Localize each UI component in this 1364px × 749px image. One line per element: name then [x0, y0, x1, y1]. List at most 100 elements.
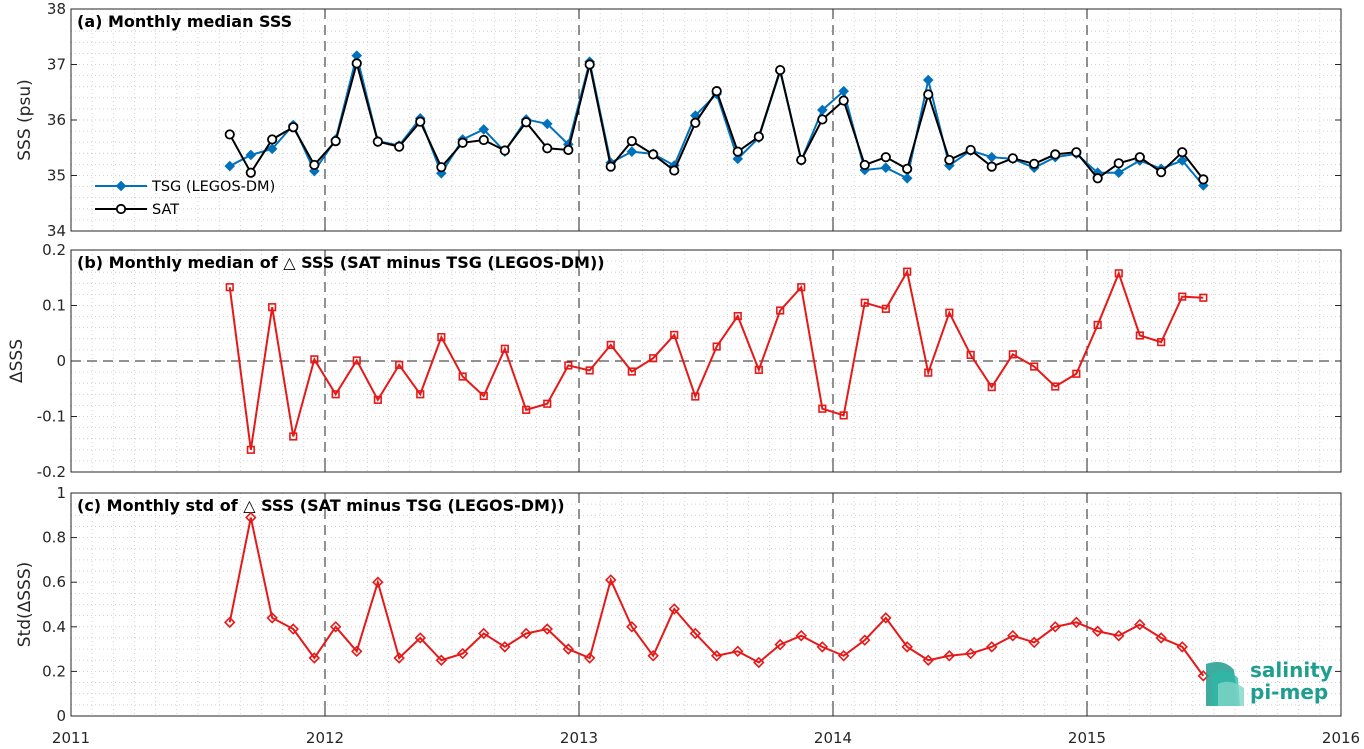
minor-grid [71, 493, 1341, 716]
series-line [228, 517, 1205, 677]
data-point [456, 647, 469, 660]
y-tick-label: 37 [47, 56, 66, 74]
x-tick-label: 2013 [560, 729, 598, 745]
data-point [1134, 152, 1145, 163]
data-point [1092, 173, 1103, 184]
data-point [352, 356, 361, 365]
data-point [1156, 167, 1167, 178]
y-tick-label: 0.2 [42, 241, 66, 259]
data-point [1135, 331, 1144, 340]
data-point [542, 143, 553, 154]
data-point [1071, 147, 1082, 158]
data-point [838, 95, 849, 106]
logo-text-salinity: salinity [1250, 658, 1333, 682]
x-tick-label: 2015 [1068, 729, 1106, 745]
data-point [414, 632, 426, 644]
data-point [668, 603, 680, 615]
data-point [924, 368, 933, 377]
data-point [289, 432, 298, 441]
data-point [816, 641, 829, 653]
data-point [224, 616, 236, 629]
legend-marker [115, 180, 127, 192]
data-point [753, 656, 765, 669]
y-tick-label: 38 [47, 0, 66, 18]
data-point [436, 162, 447, 173]
data-point [987, 382, 996, 392]
data-point [966, 350, 975, 359]
data-point [626, 621, 638, 633]
y-tick-label: 1 [56, 484, 66, 502]
minor-grid [71, 250, 1341, 472]
data-point [605, 161, 616, 172]
data-point [478, 124, 490, 135]
data-point [541, 623, 553, 635]
data-point [437, 333, 446, 342]
data-point [605, 574, 617, 586]
data-point [583, 652, 596, 664]
y-tick-label: 0.1 [42, 297, 66, 315]
data-point [372, 576, 384, 588]
data-point [479, 391, 488, 401]
data-point [395, 360, 404, 369]
data-point [965, 144, 976, 156]
data-point [372, 136, 383, 147]
data-point [1198, 174, 1209, 185]
data-point [733, 311, 742, 321]
data-point [986, 151, 998, 163]
data-point [626, 135, 637, 147]
data-point [689, 627, 702, 640]
data-point [309, 159, 320, 171]
panel-2: 0 0.2 0.4 0.6 0.8 1 Std(ΔSSS) (c) Monthly std o… [15, 484, 1342, 725]
data-point [522, 405, 531, 414]
data-point [520, 627, 532, 640]
data-point [308, 652, 321, 664]
salinity-pi-mep-logo: salinity pi-mep [1204, 656, 1333, 706]
data-point [1176, 641, 1188, 653]
y-tick-label: 0.6 [42, 573, 66, 591]
axes-box [70, 492, 1342, 717]
data-point [690, 117, 701, 128]
data-point [923, 89, 934, 100]
data-point [902, 163, 913, 174]
x-tick-label: 2012 [306, 729, 344, 745]
legend-entry: TSG (LEGOS-DM) [151, 179, 275, 195]
data-point [1049, 621, 1061, 633]
series-line [228, 268, 1204, 450]
data-point [521, 117, 532, 128]
data-point [901, 641, 913, 653]
data-point [670, 330, 679, 340]
panel-title: (a) Monthly median SSS [77, 12, 292, 31]
data-point [774, 638, 786, 651]
data-point [647, 650, 659, 662]
data-point [1198, 180, 1209, 191]
data-point [331, 390, 340, 399]
data-point [478, 627, 490, 640]
data-point [795, 629, 807, 642]
data-point [710, 650, 723, 662]
data-point [732, 645, 744, 658]
data-point [859, 159, 870, 171]
legend-entry: SAT [152, 202, 179, 218]
data-point [922, 74, 934, 86]
panel-1: -0.2 -0.1 0 0.1 0.2 ΔSSS (b) Monthly median of… [7, 241, 1342, 481]
y-tick-label: 0 [56, 707, 66, 725]
data-point [1199, 293, 1208, 302]
data-point [1029, 158, 1040, 169]
data-point [1113, 167, 1125, 179]
x-tick-label: 2014 [814, 729, 852, 745]
data-point [711, 86, 722, 97]
data-point [563, 144, 574, 156]
data-point [1072, 369, 1081, 378]
data-point [1093, 320, 1102, 330]
data-point [435, 654, 448, 666]
data-point [1070, 616, 1083, 629]
data-point [1177, 147, 1188, 158]
data-point [245, 167, 256, 178]
data-point [754, 365, 763, 374]
x-tick-label: 2016 [1322, 729, 1360, 745]
data-point [649, 354, 658, 363]
data-point [1155, 632, 1167, 644]
series-line [228, 59, 1205, 180]
